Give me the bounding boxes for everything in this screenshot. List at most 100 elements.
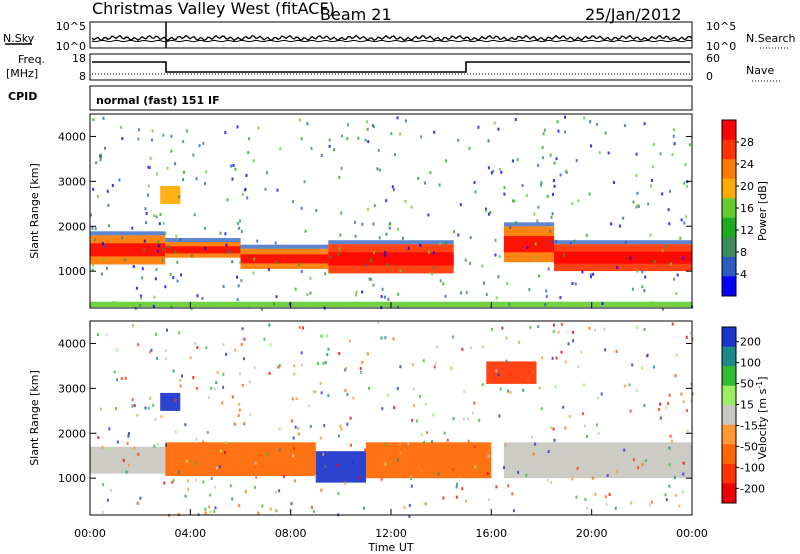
scatter-speckle (236, 222, 239, 225)
time-xlabel: Time UT (367, 541, 413, 554)
scatter-speckle (190, 307, 193, 311)
scatter-speckle (97, 333, 99, 336)
scatter-speckle (323, 424, 326, 428)
scatter-speckle (147, 165, 150, 169)
scatter-speckle (204, 182, 207, 186)
scatter-speckle (537, 205, 540, 209)
scatter-speckle (345, 366, 348, 370)
nsearch-trace (91, 39, 693, 43)
scatter-speckle (338, 175, 341, 179)
scatter-speckle (676, 273, 679, 277)
cpid-value: normal (fast) 151 IF (96, 94, 220, 107)
scatter-speckle (416, 419, 419, 423)
scatter-speckle (106, 189, 109, 193)
scatter-speckle (533, 212, 536, 216)
scatter-speckle (674, 493, 677, 497)
scatter-speckle (300, 351, 303, 355)
scatter-speckle (378, 168, 381, 172)
scatter-speckle (649, 233, 652, 237)
scatter-speckle (92, 187, 95, 191)
scatter-speckle (309, 291, 312, 295)
scatter-speckle (149, 396, 152, 400)
scatter-speckle (583, 116, 586, 120)
scatter-speckle (95, 161, 98, 165)
scatter-speckle (499, 387, 502, 391)
scatter-speckle (550, 215, 553, 219)
scatter-speckle (574, 282, 577, 286)
scatter-speckle (504, 443, 507, 447)
xtick-label: 04:00 (174, 527, 206, 540)
scatter-speckle (346, 137, 349, 141)
scatter-speckle (351, 460, 354, 464)
scatter-speckle (683, 181, 686, 185)
scatter-speckle (176, 279, 179, 283)
scatter-speckle (216, 466, 218, 470)
scatter-speckle (424, 181, 427, 185)
scatter-speckle (158, 222, 161, 226)
scatter-speckle (559, 296, 562, 300)
scatter-speckle (349, 416, 352, 420)
scatter-speckle (361, 290, 364, 294)
scatter-speckle (195, 386, 198, 390)
scatter-speckle (584, 497, 587, 501)
scatter-speckle (404, 119, 407, 123)
scatter-speckle (431, 440, 433, 444)
scatter-speckle (659, 416, 662, 420)
scatter-speckle (590, 275, 592, 279)
scatter-speckle (439, 242, 442, 245)
scatter-speckle (546, 478, 549, 482)
scatter-speckle (314, 390, 317, 394)
scatter-speckle (577, 199, 580, 203)
colorbar-tick-label: 4 (740, 268, 747, 281)
scatter-speckle (685, 335, 688, 339)
noise-tick-right-top: 10^5 (706, 20, 736, 33)
scatter-speckle (485, 207, 487, 211)
scatter-speckle (688, 143, 691, 147)
scatter-speckle (154, 418, 157, 422)
scatter-speckle (192, 153, 195, 157)
scatter-speckle (168, 244, 171, 248)
ytick-label: 1000 (58, 265, 86, 278)
scatter-speckle (481, 345, 484, 349)
scatter-speckle (156, 442, 159, 446)
colorbar-tick-label: 20 (740, 180, 754, 193)
scatter-speckle (594, 328, 597, 332)
scatter-speckle (165, 443, 167, 447)
scatter-speckle (641, 285, 644, 289)
power-panel-frame (89, 113, 693, 309)
scatter-speckle (544, 303, 547, 307)
scatter-band (503, 442, 692, 479)
scatter-speckle (497, 275, 500, 279)
scatter-speckle (368, 386, 371, 390)
scatter-speckle (619, 224, 622, 228)
colorbar-segment (722, 405, 736, 426)
scatter-speckle (410, 205, 413, 209)
scatter-speckle (352, 396, 355, 400)
scatter-speckle (674, 374, 677, 378)
colorbar-tick-label: 15 (740, 399, 754, 412)
scatter-speckle (622, 216, 625, 220)
scatter-speckle (572, 330, 574, 334)
scatter-speckle (652, 143, 655, 146)
scatter-speckle (487, 166, 490, 170)
scatter-speckle (241, 193, 244, 196)
scatter-speckle (184, 494, 187, 498)
scatter-speckle (144, 207, 147, 211)
scatter-speckle (239, 219, 241, 223)
scatter-speckle (487, 139, 490, 143)
scatter-speckle (588, 192, 591, 196)
scatter-speckle (116, 440, 119, 444)
scatter-speckle (468, 146, 471, 150)
scatter-speckle (179, 378, 182, 382)
scatter-speckle (445, 241, 448, 245)
scatter-speckle (582, 412, 584, 416)
scatter-speckle (219, 449, 222, 453)
scatter-speckle (206, 431, 209, 434)
scatter-speckle (378, 236, 381, 240)
scatter-speckle (450, 366, 453, 370)
scatter-speckle (557, 330, 560, 334)
scatter-speckle (240, 247, 243, 251)
scatter-speckle (399, 132, 402, 136)
scatter-speckle (154, 277, 157, 281)
nsky-trace (91, 34, 693, 42)
